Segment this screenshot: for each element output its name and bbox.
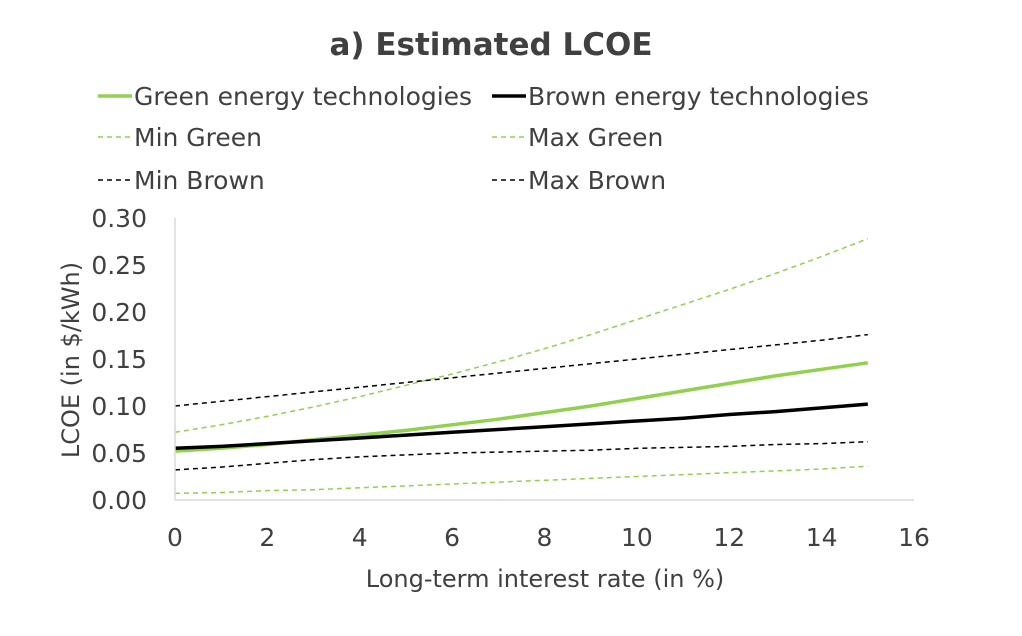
x-tick-label: 12 (713, 523, 745, 552)
legend-item: Green energy technologies (98, 82, 472, 111)
x-tick-label: 2 (259, 523, 275, 552)
y-tick-label: 0.15 (91, 345, 147, 374)
axes: 0.00 0.05 0.10 0.15 0.20 0.25 0.30 0 2 4 6 8 10 12 14 1… (91, 204, 930, 552)
plot-area (174, 238, 869, 495)
series-line-max-green (174, 238, 869, 434)
x-tick-label: 6 (444, 523, 460, 552)
legend-label: Max Brown (528, 166, 666, 195)
legend-label: Brown energy technologies (528, 82, 869, 111)
legend-label: Green energy technologies (134, 82, 472, 111)
y-tick-label: 0.10 (91, 392, 147, 421)
x-tick-label: 0 (167, 523, 183, 552)
x-tick-label: 14 (806, 523, 838, 552)
x-tick-label: 16 (898, 523, 930, 552)
legend-label: Max Green (528, 123, 663, 152)
y-tick-label: 0.05 (91, 439, 147, 468)
series-line-green-energy-technologies (174, 361, 869, 453)
series-line-max-brown (174, 333, 868, 407)
series-line-brown-energy-technologies (174, 402, 868, 451)
legend-item: Min Brown (98, 166, 265, 195)
x-tick-label: 8 (537, 523, 553, 552)
y-tick-label: 0.30 (91, 204, 147, 233)
legend-label: Min Green (134, 123, 262, 152)
series-line-min-green (174, 465, 868, 495)
x-axis-label: Long-term interest rate (in %) (366, 565, 725, 593)
legend-label: Min Brown (134, 166, 265, 195)
legend-item: Min Green (98, 123, 262, 152)
legend-item: Max Brown (492, 166, 666, 195)
legend-item: Max Green (492, 123, 663, 152)
y-tick-label: 0.20 (91, 298, 147, 327)
series-line-min-brown (174, 440, 868, 471)
x-tick-label: 10 (621, 523, 653, 552)
x-tick-label: 4 (352, 523, 368, 552)
y-tick-label: 0.25 (91, 251, 147, 280)
legend-item: Brown energy technologies (492, 82, 869, 111)
y-tick-label: 0.00 (91, 486, 147, 515)
legend: Green energy technologies Brown energy te… (98, 82, 869, 195)
y-axis-label: LCOE (in $/kWh) (57, 262, 85, 458)
chart-title: a) Estimated LCOE (329, 27, 652, 63)
